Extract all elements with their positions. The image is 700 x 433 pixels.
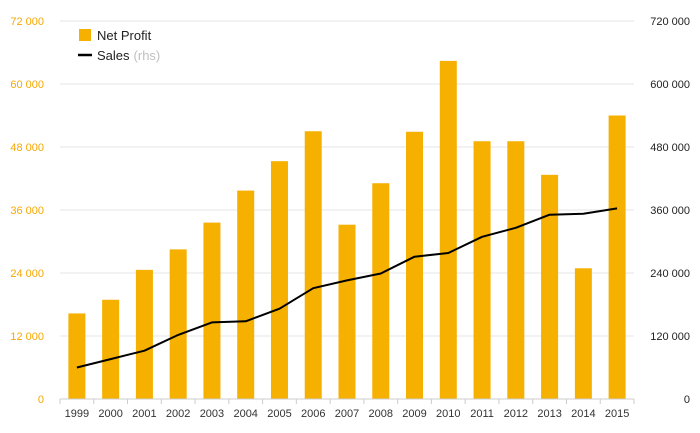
bar-net-profit-2014 — [574, 268, 592, 399]
y-right-tick-label: 720 000 — [650, 16, 690, 28]
bar-net-profit-2006 — [304, 131, 322, 399]
y-right-tick-label: 120 000 — [650, 331, 690, 343]
bar-net-profit-2013 — [541, 174, 559, 399]
y-right-tick-label: 240 000 — [650, 268, 690, 280]
x-tick-label: 2008 — [369, 408, 393, 420]
axes: 0 12 000 24 000 36 000 48 000 60 000 72 000 0 12… — [10, 16, 690, 420]
sales-line-group — [76, 207, 618, 369]
x-tick-label: 2009 — [402, 408, 426, 420]
bar-net-profit-2005 — [270, 161, 288, 399]
x-tick-label: 2005 — [267, 408, 291, 420]
x-tick-label: 2002 — [166, 408, 190, 420]
legend-label-rhs-note: (rhs) — [134, 48, 161, 63]
bar-net-profit-2010 — [439, 60, 457, 400]
y-right-tick-label: 360 000 — [650, 205, 690, 217]
y-left-tick-label: 72 000 — [10, 16, 44, 28]
legend-label-sales: Sales — [97, 48, 130, 63]
bar-net-profit-1999 — [68, 313, 86, 399]
bar-net-profit-2001 — [135, 269, 153, 399]
x-tick-label: 2000 — [98, 408, 122, 420]
x-tick-label: 2012 — [504, 408, 528, 420]
bar-net-profit-2011 — [473, 141, 491, 399]
net-profit-bars — [68, 60, 626, 400]
x-tick-label: 2006 — [301, 408, 325, 420]
y-left-tick-label: 60 000 — [10, 79, 44, 91]
legend-label-sales-row: Sales (rhs) — [97, 48, 160, 63]
bar-net-profit-2002 — [169, 249, 187, 399]
bar-net-profit-2000 — [102, 299, 120, 399]
y-left-tick-label: 12 000 — [10, 331, 44, 343]
y-left-tick-label: 36 000 — [10, 205, 44, 217]
x-tick-label: 2007 — [335, 408, 359, 420]
bar-net-profit-2009 — [406, 131, 424, 399]
y-right-tick-label: 480 000 — [650, 142, 690, 154]
legend: Net Profit Sales (rhs) — [78, 28, 160, 63]
y-left-tick-label: 24 000 — [10, 268, 44, 280]
bar-net-profit-2008 — [372, 183, 390, 399]
x-tick-label: 2004 — [233, 408, 257, 420]
x-tick-label: 2013 — [537, 408, 561, 420]
sales-line — [76, 207, 618, 369]
x-tick-label: 2003 — [200, 408, 224, 420]
gridlines — [60, 20, 634, 337]
x-tick-label: 2001 — [132, 408, 156, 420]
y-right-tick-label: 0 — [684, 394, 690, 406]
y-left-tick-label: 0 — [38, 394, 44, 406]
legend-label-net-profit: Net Profit — [97, 28, 152, 43]
x-tick-label: 2010 — [436, 408, 460, 420]
x-tick-label: 2015 — [605, 408, 629, 420]
y-right-tick-label: 600 000 — [650, 79, 690, 91]
bar-net-profit-2004 — [237, 190, 255, 399]
y-left-tick-label: 48 000 — [10, 142, 44, 154]
x-tick-label: 2011 — [470, 408, 494, 420]
x-tick-label: 2014 — [571, 408, 595, 420]
legend-swatch-net-profit — [79, 29, 91, 41]
bar-net-profit-2007 — [338, 224, 356, 399]
bar-net-profit-2015 — [608, 115, 626, 399]
bar-net-profit-2012 — [507, 141, 525, 399]
bar-net-profit-2003 — [203, 222, 221, 399]
x-tick-label: 1999 — [65, 408, 89, 420]
